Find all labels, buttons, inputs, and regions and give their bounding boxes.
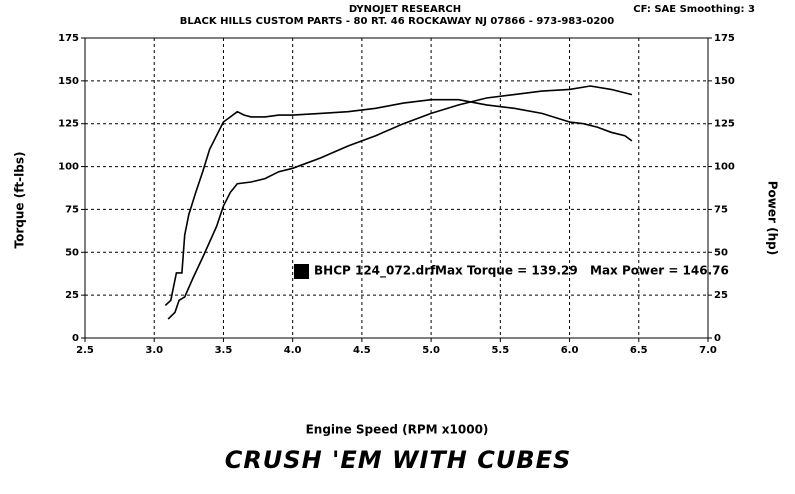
x-tick-label: 6.0 xyxy=(561,345,579,356)
data-line xyxy=(167,85,633,320)
y2-tick-label: 25 xyxy=(714,290,728,301)
y2-tick-label: 150 xyxy=(714,76,735,87)
y2-tick-label: 125 xyxy=(714,119,735,130)
x-tick-label: 4.0 xyxy=(284,345,302,356)
y2-tick-label: 100 xyxy=(714,162,735,173)
y-tick-label: 175 xyxy=(58,33,79,44)
y2-tick-label: 175 xyxy=(714,33,735,44)
y-tick-label: 100 xyxy=(58,162,79,173)
annotation: Max Power = 146.76 xyxy=(590,264,729,278)
x-tick-label: 5.0 xyxy=(422,345,440,356)
legend-label: BHCP 124_072.drf xyxy=(314,264,436,279)
x-axis-label: Engine Speed (RPM x1000) xyxy=(306,423,489,437)
data-line xyxy=(164,98,633,306)
x-tick-label: 4.5 xyxy=(353,345,371,356)
legend-swatch xyxy=(294,264,309,279)
y2-tick-label: 75 xyxy=(714,204,728,215)
x-tick-label: 3.5 xyxy=(215,345,233,356)
y-tick-label: 0 xyxy=(72,333,79,344)
chart-subtitle: BLACK HILLS CUSTOM PARTS - 80 RT. 46 ROC… xyxy=(180,16,614,27)
plot-frame xyxy=(84,37,709,339)
x-tick-label: 2.5 xyxy=(76,345,94,356)
y2-tick-label: 50 xyxy=(714,247,728,258)
y-axis-label: Torque (ft-lbs) xyxy=(13,152,27,249)
y-tick-label: 50 xyxy=(65,247,79,258)
x-tick-label: 6.5 xyxy=(630,345,648,356)
chart-title: DYNOJET RESEARCH xyxy=(349,4,461,15)
x-tick-label: 5.5 xyxy=(491,345,509,356)
x-tick-label: 3.0 xyxy=(145,345,163,356)
footer-slogan: CRUSH 'EM WITH CUBES xyxy=(225,446,572,474)
annotation: Max Torque = 139.29 xyxy=(435,264,578,278)
y-tick-label: 75 xyxy=(65,204,79,215)
y2-axis-label: Power (hp) xyxy=(766,181,780,255)
x-tick-label: 7.0 xyxy=(699,345,717,356)
y-tick-label: 150 xyxy=(58,76,79,87)
y2-tick-label: 0 xyxy=(714,333,721,344)
y-tick-label: 25 xyxy=(65,290,79,301)
settings-text: CF: SAE Smoothing: 3 xyxy=(633,4,755,15)
y-tick-label: 125 xyxy=(58,119,79,130)
